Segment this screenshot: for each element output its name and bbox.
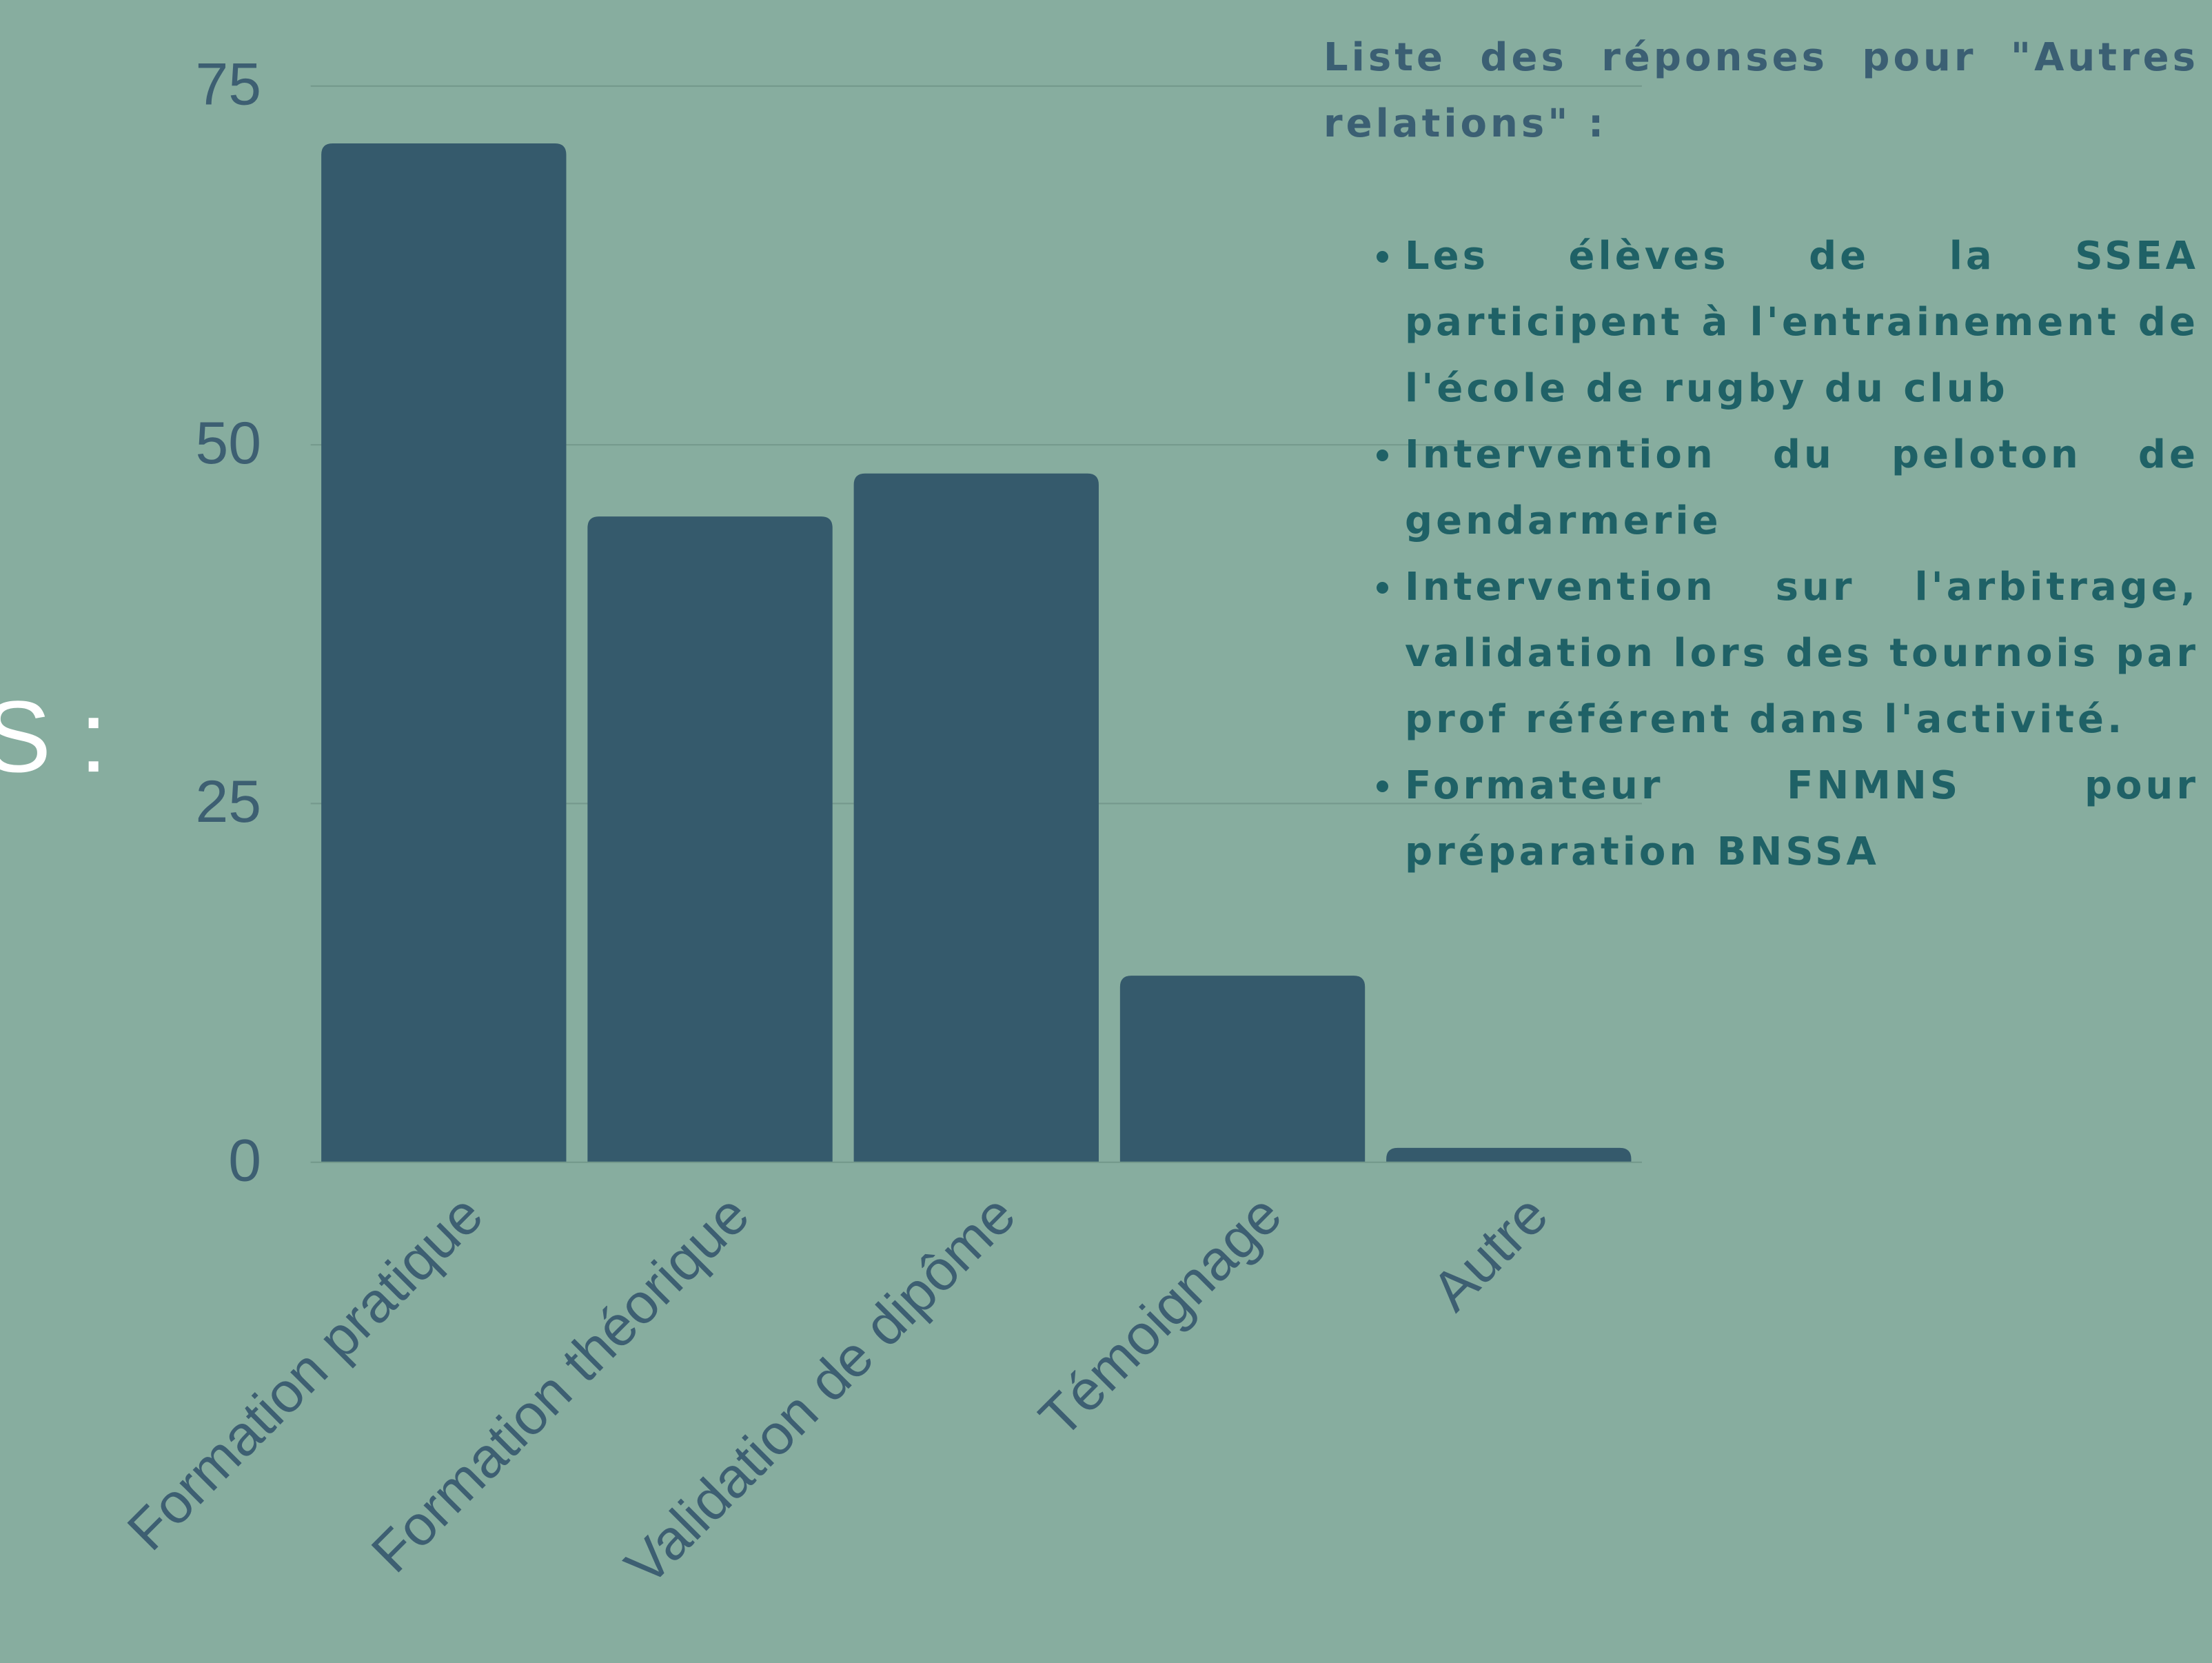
bar [1386, 1147, 1632, 1162]
bar [853, 473, 1099, 1162]
cropped-title: S : [0, 681, 108, 794]
bar [587, 516, 833, 1162]
x-tick-label: Autre [1420, 1183, 1560, 1323]
y-tick-label: 75 [196, 52, 262, 118]
side-item: Intervention sur l'arbitrage, validation… [1405, 554, 2199, 753]
side-item: Intervention du peloton de gendarmerie [1405, 422, 2199, 554]
side-item: Formateur FNMNS pour préparation BNSSA [1405, 753, 2199, 885]
side-list: Les élèves de la SSEA participent à l'en… [1323, 223, 2199, 885]
bar [1119, 976, 1366, 1162]
side-text: Liste des réponses pour "Autres relation… [1323, 25, 2199, 885]
bar [321, 143, 567, 1162]
side-heading: Liste des réponses pour "Autres relation… [1323, 35, 2199, 146]
y-tick-label: 0 [228, 1128, 261, 1194]
y-tick-label: 50 [196, 410, 262, 476]
x-tick-label: Témoignage [1028, 1183, 1294, 1449]
side-item: Les élèves de la SSEA participent à l'en… [1405, 223, 2199, 422]
y-tick-label: 25 [196, 769, 262, 835]
